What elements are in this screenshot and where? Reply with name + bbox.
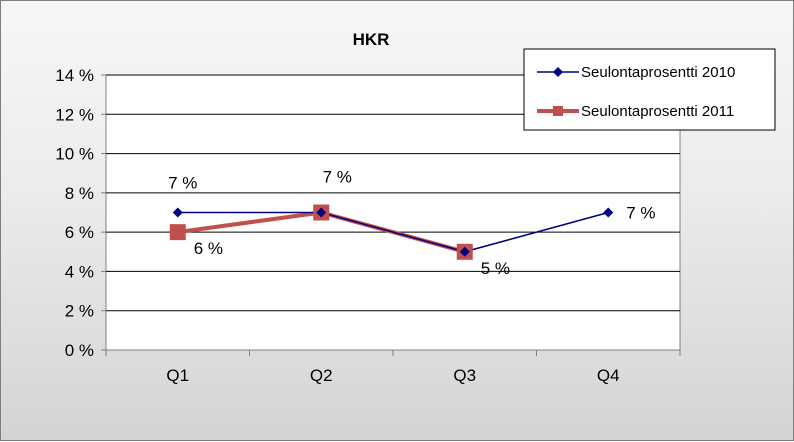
chart-title: HKR	[353, 30, 390, 49]
y-tick-label: 0 %	[65, 341, 94, 360]
x-tick-label: Q3	[453, 366, 476, 385]
legend-label: Seulontaprosentti 2011	[581, 103, 734, 120]
data-label: 5 %	[481, 259, 510, 278]
x-axis: Q1 Q2 Q3 Q4	[105, 350, 681, 385]
data-label: 7 %	[323, 168, 352, 187]
y-tick-label: 8 %	[65, 184, 94, 203]
x-tick-label: Q4	[597, 366, 620, 385]
y-tick-label: 4 %	[65, 262, 94, 281]
diamond-marker	[172, 207, 183, 218]
x-tick-label: Q2	[310, 366, 333, 385]
diamond-marker	[553, 67, 563, 77]
series-layer	[169, 204, 614, 260]
data-label: 6 %	[194, 239, 223, 258]
data-label: 7 %	[168, 174, 197, 193]
y-axis: 0 % 2 % 4 % 6 % 8 % 10 % 12 % 14 %	[55, 66, 106, 360]
diamond-marker	[316, 207, 327, 218]
square-marker	[553, 106, 563, 116]
legend-label: Seulontaprosentti 2010	[581, 64, 735, 81]
square-marker	[169, 224, 186, 241]
y-tick-label: 14 %	[55, 66, 94, 85]
y-tick-label: 10 %	[55, 145, 94, 164]
diamond-marker	[459, 246, 470, 257]
data-labels: 7 % 7 % 7 % 6 % 5 %	[168, 168, 655, 278]
data-label: 7 %	[626, 204, 655, 223]
diamond-marker	[603, 207, 614, 218]
x-tick-label: Q1	[166, 366, 189, 385]
y-tick-label: 12 %	[55, 105, 94, 124]
y-tick-label: 2 %	[65, 302, 94, 321]
legend: Seulontaprosentti 2010 Seulontaprosentti …	[523, 48, 776, 131]
legend-box	[523, 48, 776, 131]
series-line	[177, 211, 609, 253]
y-tick-label: 6 %	[65, 223, 94, 242]
